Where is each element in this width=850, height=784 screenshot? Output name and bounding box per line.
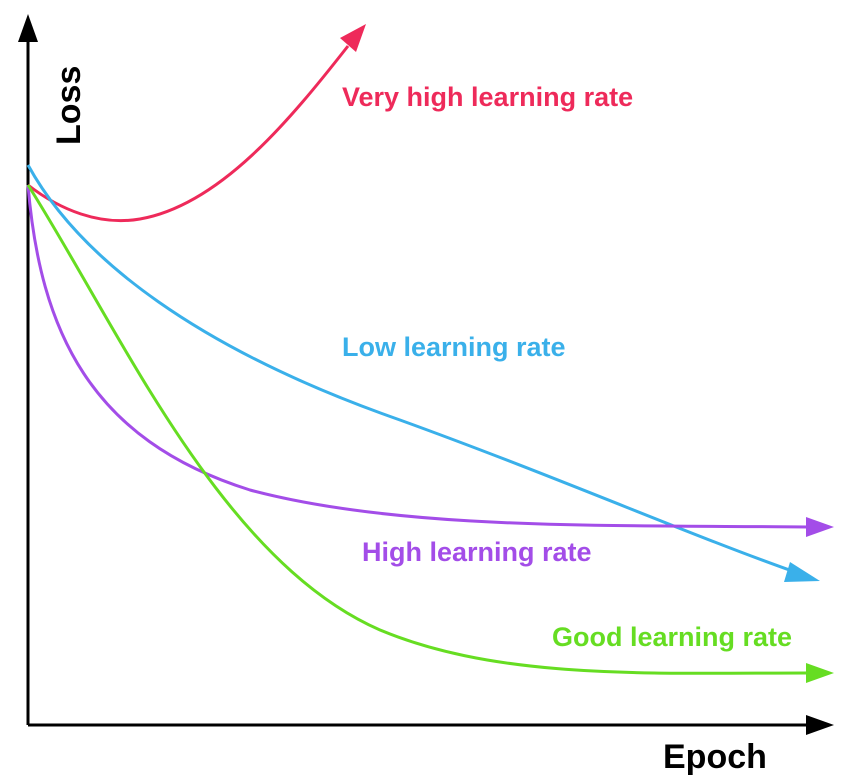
good-label: Good learning rate	[552, 622, 792, 652]
x-axis-arrow	[806, 715, 834, 735]
high-curve	[26, 184, 809, 529]
x-axis-label: Epoch	[663, 738, 767, 776]
y-axis-label: Loss	[50, 66, 88, 145]
low-curve	[26, 164, 796, 574]
very-high-curve	[27, 45, 350, 223]
very-high-label: Very high learning rate	[342, 82, 633, 112]
high-arrow	[806, 517, 834, 537]
good-arrow	[806, 663, 834, 683]
high-label: High learning rate	[362, 537, 592, 567]
low-arrow	[784, 562, 820, 582]
very-high-arrow	[340, 24, 366, 52]
low-label: Low learning rate	[342, 332, 566, 362]
y-axis-arrow	[18, 14, 38, 42]
good-curve	[26, 184, 809, 675]
